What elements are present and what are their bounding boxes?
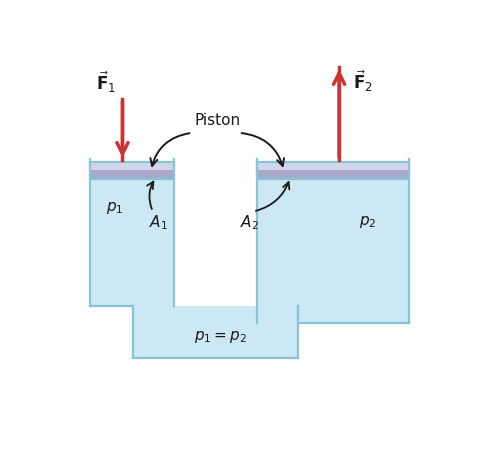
Text: $p_1$: $p_1$ (106, 200, 124, 216)
Text: $\vec{\mathbf{F}}_2$: $\vec{\mathbf{F}}_2$ (354, 68, 373, 94)
Bar (90, 162, 174, 179)
Polygon shape (257, 179, 409, 323)
Text: Piston: Piston (194, 113, 241, 128)
Bar (90, 162, 174, 179)
Bar (257, 162, 409, 179)
Text: $A_1$: $A_1$ (149, 213, 168, 232)
Bar (90, 162, 174, 170)
Bar (257, 162, 409, 170)
Text: $A_2$: $A_2$ (240, 213, 259, 232)
Polygon shape (90, 179, 174, 306)
Text: $p_2$: $p_2$ (359, 214, 377, 230)
Text: $p_1 = p_2$: $p_1 = p_2$ (194, 329, 247, 345)
Text: $\vec{\mathbf{F}}_1$: $\vec{\mathbf{F}}_1$ (96, 70, 116, 95)
Bar (257, 162, 409, 179)
Polygon shape (133, 306, 298, 359)
